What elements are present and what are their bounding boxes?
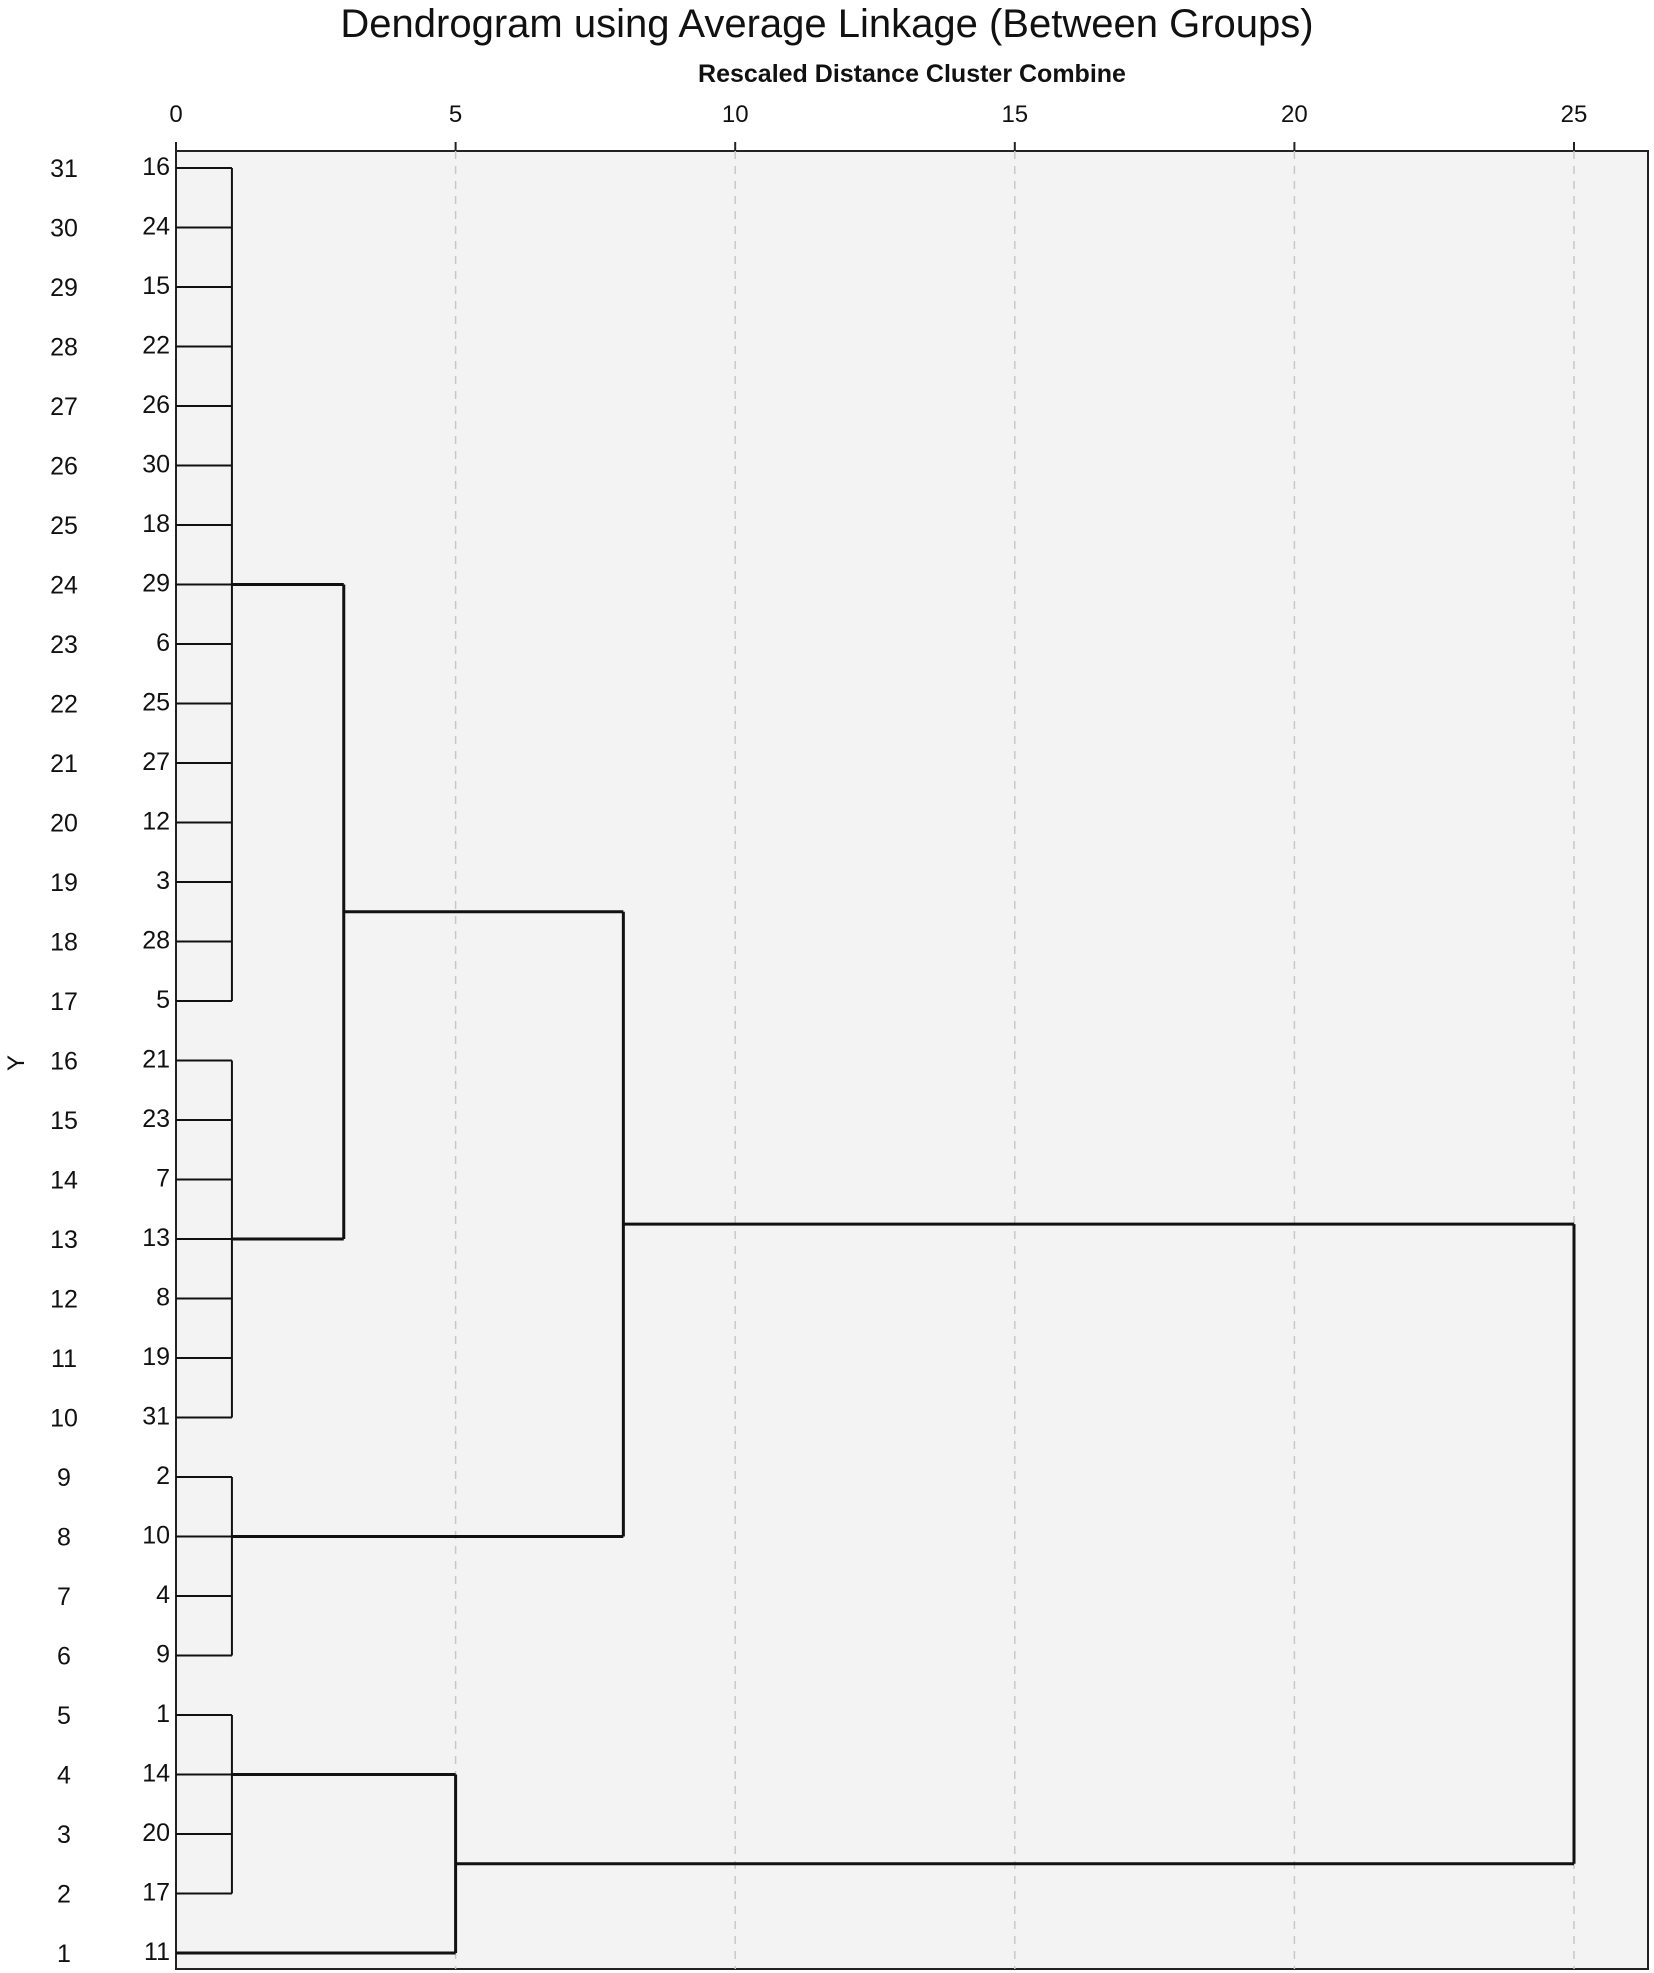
row-number: 28 — [50, 334, 78, 362]
row-number: 31 — [50, 155, 78, 183]
leaf-label: 20 — [142, 1819, 170, 1847]
row-number: 8 — [57, 1524, 71, 1552]
leaf-label: 3 — [156, 867, 170, 895]
leaf-label: 5 — [156, 986, 170, 1014]
row-number: 4 — [57, 1762, 71, 1790]
row-number: 20 — [50, 810, 78, 838]
leaf-label: 27 — [142, 748, 170, 776]
row-number: 21 — [50, 750, 78, 778]
leaf-label: 1 — [156, 1700, 170, 1728]
row-number: 10 — [50, 1405, 78, 1433]
row-number: 6 — [57, 1643, 71, 1671]
row-number: 15 — [50, 1107, 78, 1135]
leaf-label: 7 — [156, 1165, 170, 1193]
cluster-ALL — [455, 1222, 1576, 1866]
leaf-label: 13 — [142, 1224, 170, 1252]
leaf-label: 4 — [156, 1581, 170, 1609]
row-number: 11 — [51, 1345, 77, 1373]
leaf-label: 26 — [142, 391, 170, 419]
row-number: 9 — [57, 1464, 71, 1492]
leaf-label: 31 — [142, 1403, 170, 1431]
row-number: 17 — [50, 988, 78, 1016]
row-number: 26 — [50, 453, 78, 481]
leaf-label: 8 — [156, 1284, 170, 1312]
cluster-C — [176, 1476, 233, 1657]
row-number: 30 — [50, 215, 78, 243]
x-tick-label: 10 — [722, 101, 749, 128]
x-tick-label: 15 — [1001, 101, 1028, 128]
leaf-label: 11 — [144, 1938, 170, 1966]
row-number: 1 — [57, 1940, 71, 1968]
plot-area — [175, 150, 1649, 1970]
leaf-label: 25 — [142, 689, 170, 717]
leaf-label: 16 — [142, 153, 170, 181]
row-number: 2 — [57, 1881, 71, 1909]
leaf-label: 28 — [142, 927, 170, 955]
leaf-label: 9 — [156, 1641, 170, 1669]
row-number: 3 — [57, 1821, 71, 1849]
leaf-label: 14 — [142, 1760, 170, 1788]
leaf-label: 30 — [142, 451, 170, 479]
leaf-label: 12 — [142, 808, 170, 836]
cluster-D — [176, 1714, 233, 1895]
leaf-label: 17 — [142, 1879, 170, 1907]
row-number: 25 — [50, 512, 78, 540]
leaf-label: 6 — [156, 629, 170, 657]
leaf-label: 24 — [142, 213, 170, 241]
row-number: 19 — [50, 869, 78, 897]
y-axis-label: Y — [3, 1055, 30, 1071]
row-number: 14 — [50, 1167, 78, 1195]
chart-subtitle: Rescaled Distance Cluster Combine — [698, 60, 1126, 88]
row-number: 24 — [50, 572, 78, 600]
chart-title: Dendrogram using Average Linkage (Betwee… — [340, 2, 1314, 46]
row-number: 13 — [50, 1226, 78, 1254]
leaf-label: 29 — [142, 570, 170, 598]
leaf-label: 21 — [142, 1046, 170, 1074]
leaf-label: 2 — [156, 1462, 170, 1490]
leaf-label: 23 — [142, 1105, 170, 1133]
leaf-label: 10 — [142, 1522, 170, 1550]
x-tick-label: 0 — [169, 101, 182, 128]
leaf-label: 18 — [142, 510, 170, 538]
row-number: 7 — [57, 1583, 71, 1611]
row-number: 12 — [50, 1286, 78, 1314]
leaf-label: 15 — [142, 272, 170, 300]
row-number: 18 — [50, 929, 78, 957]
x-tick-label: 5 — [449, 101, 462, 128]
leaf-label: 22 — [142, 332, 170, 360]
row-number: 23 — [50, 631, 78, 659]
x-tick-label: 20 — [1281, 101, 1308, 128]
row-number: 29 — [50, 274, 78, 302]
row-number: 5 — [57, 1702, 71, 1730]
x-tick-label: 25 — [1561, 101, 1588, 128]
row-number: 16 — [50, 1048, 78, 1076]
row-number: 22 — [50, 691, 78, 719]
leaf-label: 19 — [142, 1343, 170, 1371]
row-number: 27 — [50, 393, 78, 421]
